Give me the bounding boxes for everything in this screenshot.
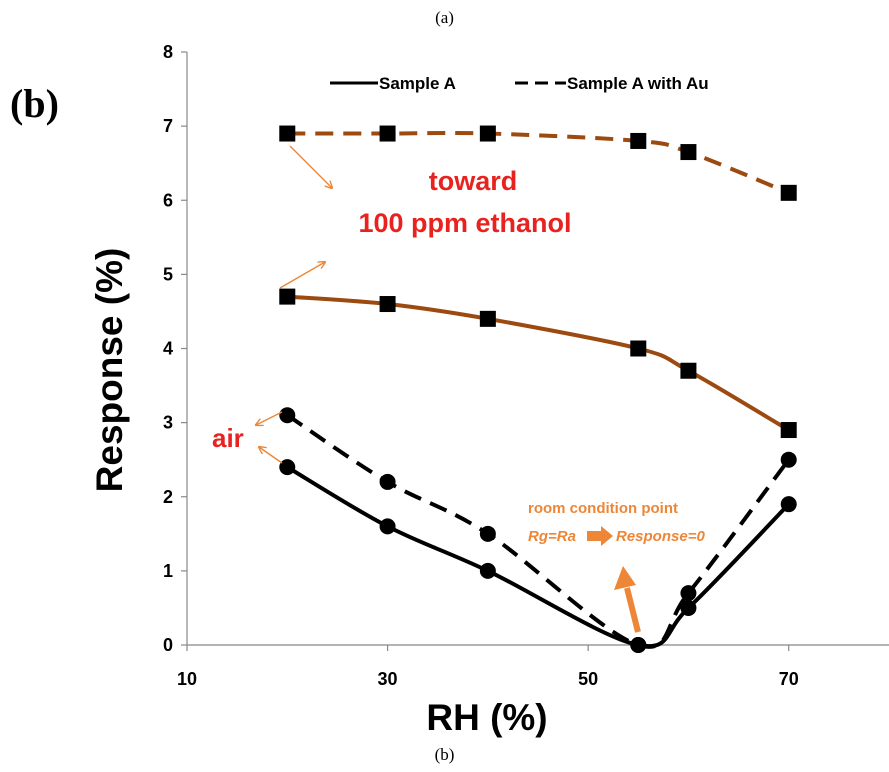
series-sample-a-ethanol-line (287, 297, 788, 430)
room-condition-arrow-head-icon (614, 566, 636, 590)
annotation-ethanol: 100 ppm ethanol (358, 208, 571, 238)
x-tick-label: 30 (378, 669, 398, 689)
room-condition-arrow-shaft (627, 588, 638, 632)
series-sample-a-ethanol-point (680, 363, 696, 379)
legend-label-sample-a-au: Sample A with Au (567, 74, 709, 93)
series-sample-a-air-point (781, 496, 797, 512)
series-sample-a-ethanol-point (279, 289, 295, 305)
series-sample-a-au-ethanol-point (380, 126, 396, 142)
series-sample-a-au-air-point (380, 474, 396, 490)
series-sample-a-ethanol-point (781, 422, 797, 438)
y-tick-label: 3 (163, 413, 173, 433)
x-tick-label: 70 (779, 669, 799, 689)
y-tick-label: 5 (163, 264, 173, 284)
series-sample-a-au-ethanol-point (781, 185, 797, 201)
x-tick-label: 50 (578, 669, 598, 689)
y-tick-label: 6 (163, 190, 173, 210)
series-sample-a-au-air-point (279, 407, 295, 423)
series-sample-a-au-ethanol-point (630, 133, 646, 149)
figure-caption-b: (b) (0, 745, 889, 765)
arrow-air-solid (259, 447, 282, 463)
series-sample-a-ethanol-point (380, 296, 396, 312)
series-sample-a-au-ethanol-point (480, 126, 496, 142)
room-condition-right-arrow-icon (587, 526, 613, 546)
y-tick-label: 8 (163, 42, 173, 62)
arrow-ethanol-dashed (290, 146, 332, 188)
annotation-room-condition: room condition point (528, 500, 678, 517)
series-sample-a-ethanol-point (480, 311, 496, 327)
series-sample-a-au-air-point (630, 637, 646, 653)
series-sample-a-au-ethanol-point (279, 126, 295, 142)
annotation-toward: toward (429, 166, 518, 196)
y-axis-title: Response (%) (89, 248, 130, 493)
annotation-response-zero: Response=0 (616, 528, 705, 545)
series-sample-a-au-ethanol-line (287, 133, 788, 193)
series-sample-a-air-line (287, 467, 788, 646)
series-sample-a-au-air-point (781, 452, 797, 468)
legend: Sample A Sample A with Au (330, 74, 709, 93)
annotation-air: air (212, 423, 244, 453)
legend-label-sample-a: Sample A (379, 74, 456, 93)
x-axis-title: RH (%) (426, 697, 547, 738)
y-tick-label: 7 (163, 116, 173, 136)
x-tick-label: 10 (177, 669, 197, 689)
annotation-rg-ra: Rg=Ra (528, 528, 576, 545)
series-sample-a-au-air-point (480, 526, 496, 542)
y-tick-label: 4 (163, 339, 173, 359)
series-sample-a-au-ethanol-point (680, 144, 696, 160)
y-tick-label: 0 (163, 635, 173, 655)
y-tick-label: 1 (163, 561, 173, 581)
arrow-air-dashed (256, 412, 282, 425)
series-sample-a-air-point (680, 600, 696, 616)
arrow-ethanol-solid (280, 262, 325, 288)
series-sample-a-air-point (480, 563, 496, 579)
series-sample-a-air-point (380, 518, 396, 534)
series-sample-a-ethanol-point (630, 341, 646, 357)
y-tick-label: 2 (163, 487, 173, 507)
series-sample-a-air-point (279, 459, 295, 475)
series-sample-a-au-air-point (680, 585, 696, 601)
